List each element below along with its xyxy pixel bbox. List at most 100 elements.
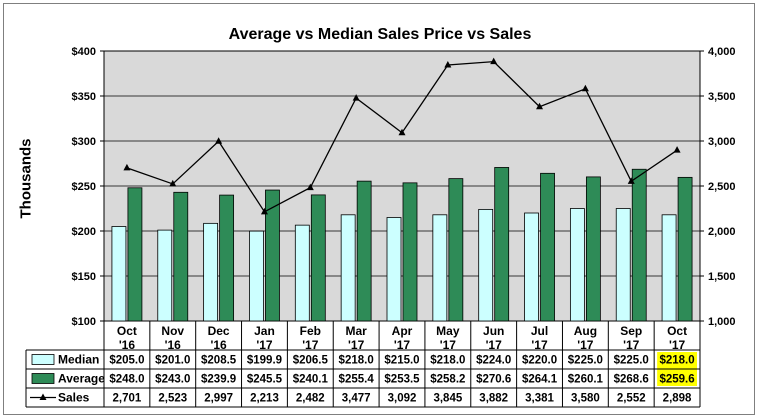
sales-marker	[169, 179, 177, 187]
sales-marker	[444, 60, 452, 68]
median-bar	[249, 230, 264, 322]
legend-key-median	[31, 354, 55, 365]
table-cell: 3,580	[571, 393, 600, 405]
sales-marker	[215, 137, 223, 144]
table-cell: 2,898	[663, 393, 692, 405]
table-cell: $224.0	[476, 355, 511, 367]
table-cell: $258.2	[430, 374, 465, 386]
sales-marker	[260, 207, 268, 215]
average-bar	[494, 167, 510, 322]
x-tick-label-month: Nov	[161, 324, 184, 338]
x-tick-label-year: '16	[211, 338, 228, 352]
x-tick-label-year: '17	[256, 338, 273, 352]
table-cell: $260.1	[568, 374, 604, 386]
x-tick-label-year: '16	[165, 338, 182, 352]
x-tick-label-year: '17	[394, 338, 411, 352]
y2-tick-label: 4,000	[708, 46, 736, 58]
table-cell: $218.0	[659, 355, 694, 367]
table-cell: $208.5	[201, 355, 237, 367]
table-cell: 3,845	[433, 393, 462, 405]
y-tick-label: $350	[72, 91, 96, 103]
median-bar	[157, 229, 173, 322]
y-tick-label: $100	[72, 316, 96, 328]
y2-tick-label: 3,500	[708, 91, 736, 103]
x-tick-label-month: Dec	[208, 324, 230, 338]
chart-frame	[3, 3, 755, 415]
y-tick-label: $150	[72, 271, 96, 283]
x-tick-label-month: Oct	[667, 324, 687, 338]
median-bar	[661, 214, 677, 322]
table-cell: 2,523	[158, 393, 187, 405]
table-cell: $248.0	[109, 374, 144, 386]
table-cell: $225.0	[568, 355, 603, 367]
x-tick-label-month: Feb	[300, 324, 321, 338]
sales-marker	[306, 183, 314, 191]
average-bar	[402, 182, 418, 322]
y-tick-label: $300	[72, 136, 96, 148]
table-cell: 3,477	[342, 393, 371, 405]
legend-key-average	[31, 373, 55, 384]
table-cell: $225.0	[614, 355, 649, 367]
x-tick-label-month: Mar	[345, 324, 367, 338]
average-bar	[585, 176, 601, 322]
sales-marker	[581, 84, 589, 92]
y2-tick-label: 2,500	[708, 181, 736, 193]
table-cell: 3,882	[479, 393, 508, 405]
x-tick-label-month: May	[436, 324, 460, 338]
x-tick-label-month: Sep	[620, 324, 642, 338]
y2-tick-label: 2,000	[708, 226, 736, 238]
legend-label-average: Average	[58, 372, 105, 386]
x-tick-label-year: '17	[302, 338, 319, 352]
table-cell: $205.0	[109, 355, 144, 367]
average-bar	[265, 189, 280, 322]
y2-tick-label: 1,000	[708, 316, 736, 328]
sales-marker	[352, 94, 360, 101]
table-cell: 2,997	[204, 393, 233, 405]
y2-tick-label: 1,500	[708, 271, 736, 283]
table-cell: $270.6	[476, 374, 511, 386]
x-tick-label-year: '16	[119, 338, 136, 352]
sales-marker	[536, 102, 544, 110]
x-tick-label-month: Aug	[574, 324, 597, 338]
chart-title: Average vs Median Sales Price vs Sales	[228, 26, 532, 43]
average-bar	[127, 187, 143, 322]
table-cell: $243.0	[155, 374, 190, 386]
x-tick-label-year: '17	[531, 338, 548, 352]
x-tick-label-month: Oct	[117, 324, 137, 338]
median-bar	[340, 214, 356, 322]
table-cell: $201.0	[155, 355, 190, 367]
sales-marker	[673, 146, 681, 153]
average-bar	[448, 178, 464, 322]
table-cell: 3,092	[388, 393, 417, 405]
sales-marker	[627, 177, 635, 184]
median-bar	[615, 208, 631, 322]
x-tick-label-month: Jan	[254, 324, 275, 338]
table-cell: $245.5	[247, 374, 283, 386]
average-bar	[310, 194, 326, 322]
median-bar	[569, 208, 585, 322]
table-cell: 2,482	[296, 393, 325, 405]
x-tick-label-year: '17	[486, 338, 503, 352]
table-cell: $206.5	[293, 355, 329, 367]
median-bar	[203, 222, 219, 322]
x-tick-label-year: '17	[669, 338, 686, 352]
table-cell: $199.9	[247, 355, 282, 367]
sales-marker	[123, 163, 131, 171]
table-cell: 3,381	[525, 393, 554, 405]
x-tick-label-month: Apr	[392, 324, 413, 338]
table-cell: $215.0	[384, 355, 419, 367]
x-tick-label-month: Jun	[483, 324, 504, 338]
table-cell: $218.0	[339, 355, 374, 367]
average-bar	[356, 180, 372, 322]
average-bar	[173, 191, 189, 322]
table-cell: 2,213	[250, 393, 279, 405]
median-bar	[111, 226, 127, 322]
x-tick-label-month: Jul	[531, 324, 548, 338]
x-tick-label-year: '17	[348, 338, 365, 352]
y-tick-label: $200	[72, 226, 96, 238]
median-bar	[432, 214, 448, 322]
table-cell: $240.1	[293, 374, 329, 386]
y-tick-label: $400	[72, 46, 96, 58]
table-cell: $268.6	[614, 374, 649, 386]
